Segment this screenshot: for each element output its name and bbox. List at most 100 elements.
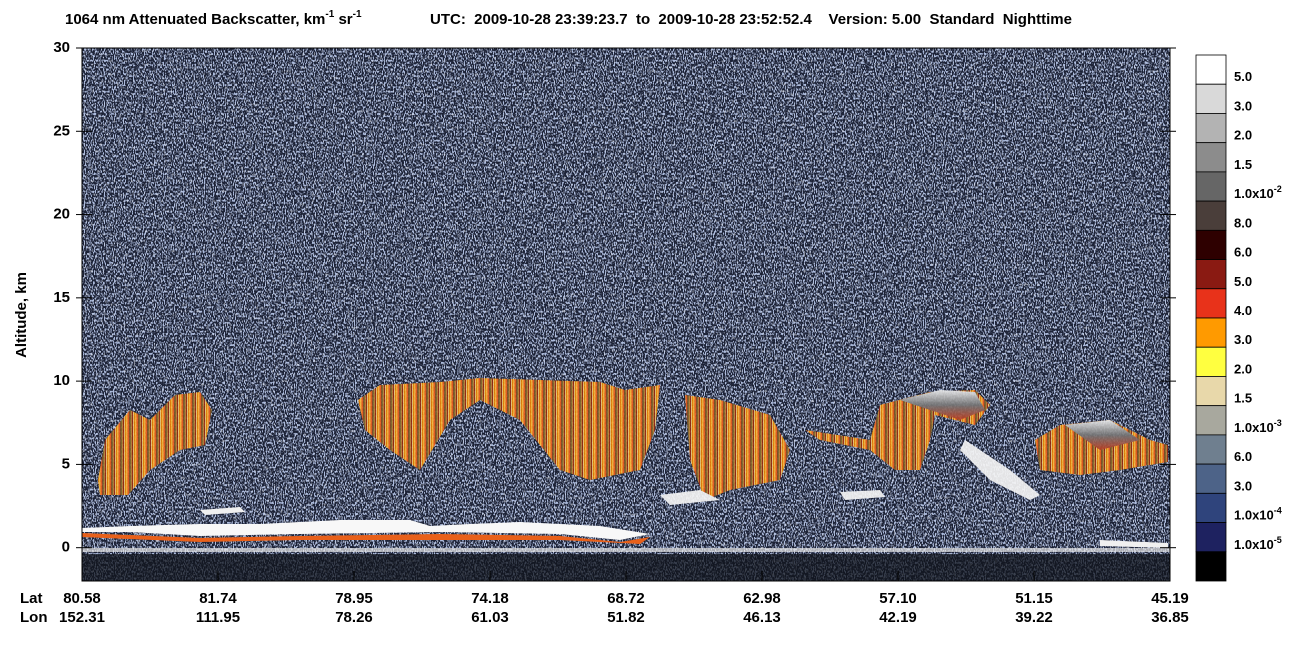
lat-label: 78.95 xyxy=(335,590,373,607)
colorbar-swatch xyxy=(1195,346,1227,377)
y-axis-title: Altitude, km xyxy=(13,272,30,358)
surface xyxy=(82,548,1170,552)
colorbar-swatch xyxy=(1195,551,1227,582)
low-cloud xyxy=(82,520,650,540)
y-tick-label: 0 xyxy=(62,539,70,556)
y-tick-label: 20 xyxy=(53,206,70,223)
colorbar-label: 1.0x10-5 xyxy=(1234,535,1282,552)
colorbar-label: 5.0 xyxy=(1234,70,1252,85)
colorbar-swatch xyxy=(1195,171,1227,202)
colorbar-label-text: 2.0 xyxy=(1234,362,1252,377)
colorbar-label-text: 1.0x10 xyxy=(1234,537,1274,552)
colorbar-label-sup: -3 xyxy=(1274,418,1282,428)
colorbar-swatch xyxy=(1195,83,1227,114)
colorbar-label-text: 5.0 xyxy=(1234,274,1252,289)
colorbar-label: 1.5 xyxy=(1234,157,1252,172)
colorbar-swatch xyxy=(1195,434,1227,465)
x-row-label: Lon xyxy=(20,609,48,626)
colorbar-label-text: 3.0 xyxy=(1234,333,1252,348)
chart-subtitle: UTC: 2009-10-28 23:39:23.7 to 2009-10-28… xyxy=(430,11,1072,28)
noise xyxy=(82,48,1170,581)
colorbar-swatch xyxy=(1195,200,1227,231)
lat-label: 57.10 xyxy=(879,590,917,607)
colorbar-swatch xyxy=(1195,522,1227,553)
title-sup: -1 xyxy=(325,9,334,20)
title-part: 1064 nm Attenuated Backscatter, km xyxy=(65,11,325,28)
colorbar-swatch xyxy=(1195,142,1227,173)
colorbar-label: 6.0 xyxy=(1234,450,1252,465)
plot-field xyxy=(82,48,1170,581)
title-part: sr xyxy=(334,11,353,28)
y-tick-label: 5 xyxy=(62,455,70,472)
colorbar-label-text: 6.0 xyxy=(1234,450,1252,465)
colorbar-label-text: 6.0 xyxy=(1234,245,1252,260)
colorbar-label: 8.0 xyxy=(1234,216,1252,231)
colorbar-label: 4.0 xyxy=(1234,303,1252,318)
clouds xyxy=(98,378,1168,505)
colorbar-swatch xyxy=(1195,229,1227,260)
colorbar-label-text: 1.0x10 xyxy=(1234,420,1274,435)
y-tick-label: 15 xyxy=(53,289,70,306)
colorbar-label: 2.0 xyxy=(1234,128,1252,143)
lat-label: 51.15 xyxy=(1015,590,1053,607)
lon-label: 46.13 xyxy=(743,609,781,626)
colorbar-swatch xyxy=(1195,317,1227,348)
colorbar-label-text: 8.0 xyxy=(1234,216,1252,231)
lat-label: 74.18 xyxy=(471,590,509,607)
colorbar-label-text: 5.0 xyxy=(1234,70,1252,85)
colorbar-label: 5.0 xyxy=(1234,274,1252,289)
colorbar-label: 2.0 xyxy=(1234,362,1252,377)
y-tick-label: 30 xyxy=(53,39,70,56)
colorbar-label: 3.0 xyxy=(1234,479,1252,494)
cloud xyxy=(358,378,660,480)
colorbar-label-sup: -4 xyxy=(1274,506,1282,516)
colorbar-label-text: 1.5 xyxy=(1234,391,1252,406)
colorbar-swatch xyxy=(1195,113,1227,144)
colorbar-swatch xyxy=(1195,54,1227,85)
y-tick-label: 25 xyxy=(53,122,70,139)
colorbar-label: 3.0 xyxy=(1234,333,1252,348)
colorbar-swatch xyxy=(1195,288,1227,319)
colorbar-label: 3.0 xyxy=(1234,99,1252,114)
colorbar-label-text: 1.0x10 xyxy=(1234,187,1274,202)
lat-label: 81.74 xyxy=(199,590,237,607)
lon-label: 51.82 xyxy=(607,609,645,626)
lat-label: 62.98 xyxy=(743,590,781,607)
cloud xyxy=(98,392,212,495)
colorbar-label: 6.0 xyxy=(1234,245,1252,260)
axes xyxy=(76,47,1176,582)
lat-label: 45.19 xyxy=(1151,590,1189,607)
colorbar-label-text: 3.0 xyxy=(1234,99,1252,114)
y-tick-label: 10 xyxy=(53,372,70,389)
lon-label: 61.03 xyxy=(471,609,509,626)
lon-label: 152.31 xyxy=(59,609,105,626)
x-row-label: Lat xyxy=(20,590,43,607)
colorbar-label: 1.0x10-3 xyxy=(1234,418,1282,435)
colorbar-label-text: 1.0x10 xyxy=(1234,508,1274,523)
chart-title: 1064 nm Attenuated Backscatter, km-1 sr-… xyxy=(65,9,362,28)
colorbar-label-text: 2.0 xyxy=(1234,128,1252,143)
colorbar-label: 1.0x10-4 xyxy=(1234,506,1282,523)
lon-label: 78.26 xyxy=(335,609,373,626)
colorbar-label: 1.5 xyxy=(1234,391,1252,406)
cloud xyxy=(685,395,790,500)
lat-label: 68.72 xyxy=(607,590,645,607)
colorbar-label-text: 4.0 xyxy=(1234,303,1252,318)
colorbar-swatch xyxy=(1195,492,1227,523)
colorbar: 5.0 3.0 2.0 1.5 1.0x10-2 8.0 6.0 5.0 4.0 3.0 2.0 1.… xyxy=(1195,54,1282,582)
title-sup: -1 xyxy=(353,9,362,20)
lon-label: 111.95 xyxy=(196,609,240,626)
colorbar-swatch xyxy=(1195,259,1227,290)
colorbar-swatch xyxy=(1195,376,1227,407)
colorbar-swatch xyxy=(1195,463,1227,494)
cloud-dense xyxy=(1065,420,1140,450)
lon-label: 36.85 xyxy=(1151,609,1189,626)
colorbar-label: 1.0x10-2 xyxy=(1234,184,1282,201)
colorbar-swatch xyxy=(1195,405,1227,436)
colorbar-label-text: 1.5 xyxy=(1234,157,1252,172)
lat-label: 80.58 xyxy=(63,590,101,607)
lon-label: 42.19 xyxy=(879,609,917,626)
cloud-dense xyxy=(900,390,985,420)
cloud-top xyxy=(660,440,1040,505)
colorbar-label-sup: -5 xyxy=(1274,535,1282,545)
